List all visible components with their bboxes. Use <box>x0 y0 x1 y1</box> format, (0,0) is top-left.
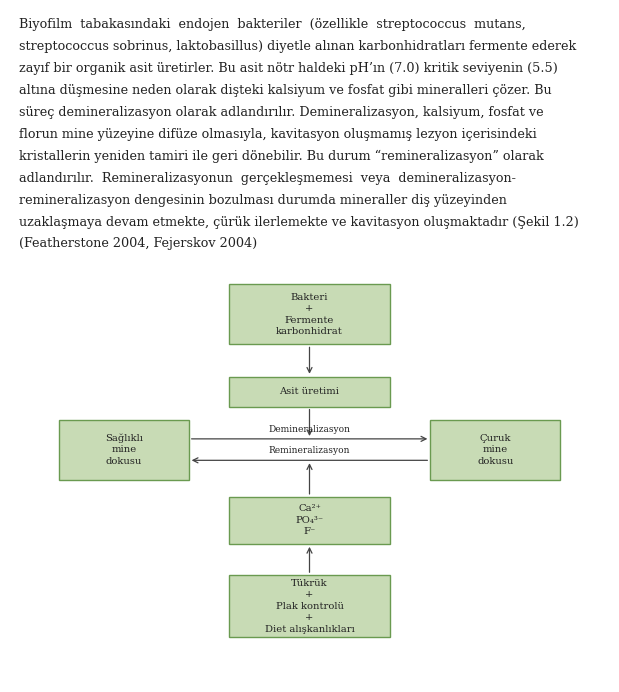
Text: remineralizasyon dengesinin bozulması durumda mineraller diş yüzeyinden: remineralizasyon dengesinin bozulması du… <box>19 194 506 207</box>
FancyBboxPatch shape <box>229 497 390 544</box>
Text: uzaklaşmaya devam etmekte, çürük ilerlemekte ve kavitasyon oluşmaktadır (Şekil 1: uzaklaşmaya devam etmekte, çürük ilerlem… <box>19 215 578 228</box>
FancyBboxPatch shape <box>59 419 189 480</box>
Text: Tükrük
+
Plak kontrolü
+
Diet alışkanlıkları: Tükrük + Plak kontrolü + Diet alışkanlık… <box>264 579 355 634</box>
Text: Çuruk
mine
dokusu: Çuruk mine dokusu <box>477 434 513 466</box>
FancyBboxPatch shape <box>229 376 390 407</box>
Text: Remineralizasyon: Remineralizasyon <box>269 446 350 455</box>
Text: Sağlıklı
mine
dokusu: Sağlıklı mine dokusu <box>105 433 143 466</box>
Text: altına düşmesine neden olarak dişteki kalsiyum ve fosfat gibi mineralleri çözer.: altına düşmesine neden olarak dişteki ka… <box>19 84 551 97</box>
Text: kristallerin yeniden tamiri ile geri dönebilir. Bu durum “remineralizasyon” olar: kristallerin yeniden tamiri ile geri dön… <box>19 149 543 163</box>
FancyBboxPatch shape <box>229 575 390 637</box>
Text: süreç demineralizasyon olarak adlandırılır. Demineralizasyon, kalsiyum, fosfat v: süreç demineralizasyon olarak adlandırıl… <box>19 106 543 119</box>
Text: streptococcus sobrinus, laktobasillus) diyetle alınan karbonhidratları fermente : streptococcus sobrinus, laktobasillus) d… <box>19 40 576 53</box>
Text: Ca²⁺
PO₄³⁻
F⁻: Ca²⁺ PO₄³⁻ F⁻ <box>295 504 324 536</box>
Text: adlandırılır.  Remineralizasyonun  gerçekleşmemesi  veya  demineralizasyon-: adlandırılır. Remineralizasyonun gerçekl… <box>19 172 516 185</box>
Text: Asit üretimi: Asit üretimi <box>280 387 339 397</box>
Text: Biyofilm  tabakasındaki  endojen  bakteriler  (özellikle  streptococcus  mutans,: Biyofilm tabakasındaki endojen bakterile… <box>19 18 526 31</box>
FancyBboxPatch shape <box>229 284 390 345</box>
Text: florun mine yüzeyine difüze olmasıyla, kavitasyon oluşmamış lezyon içerisindeki: florun mine yüzeyine difüze olmasıyla, k… <box>19 128 536 141</box>
Text: Bakteri
+
Fermente
karbonhidrat: Bakteri + Fermente karbonhidrat <box>276 293 343 336</box>
Text: (Featherstone 2004, Fejerskov 2004): (Featherstone 2004, Fejerskov 2004) <box>19 237 257 251</box>
FancyBboxPatch shape <box>430 419 560 480</box>
Text: zayıf bir organik asit üretirler. Bu asit nötr haldeki pH’ın (7.0) kritik seviye: zayıf bir organik asit üretirler. Bu asi… <box>19 62 558 75</box>
Text: Demineralizasyon: Demineralizasyon <box>269 425 350 434</box>
